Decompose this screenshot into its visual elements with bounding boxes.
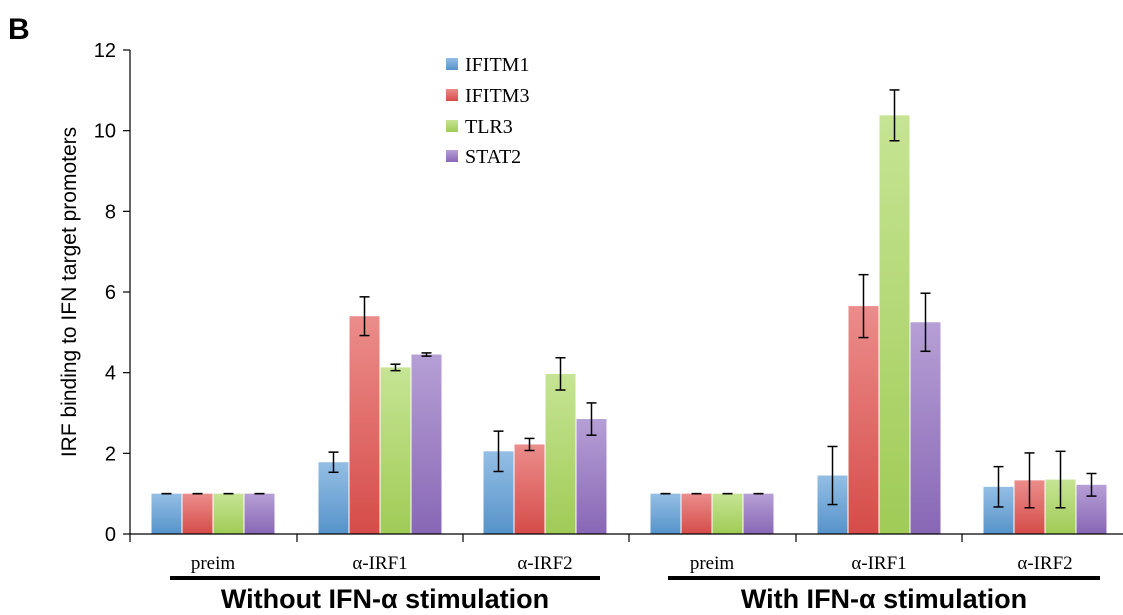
legend-swatch <box>446 120 458 132</box>
bar-tlr3-irf1-1 <box>380 367 411 534</box>
error-bar-ifitm1-2 <box>493 430 504 473</box>
category-label-5: α-IRF2 <box>1017 553 1072 574</box>
category-label-2: α-IRF2 <box>517 553 572 574</box>
error-bar-ifitm3-1 <box>359 296 370 337</box>
bar-ifitm3-preim-3 <box>681 493 712 534</box>
y-tick-label: 0 <box>105 524 116 546</box>
axes-layer: 0 2 4 6 8 10 12 preim α-IRF1 α-IRF2 preim α-IRF1 α-I… <box>94 40 1123 574</box>
error-bar-ifitm1-5 <box>993 465 1004 508</box>
bar-ifitm3-irf1-4 <box>848 306 879 534</box>
y-tick-label: 2 <box>105 443 116 465</box>
error-bar-stat2-1 <box>421 352 432 357</box>
bar-tlr3-preim-3 <box>712 493 743 534</box>
error-bar-ifitm3-5 <box>1024 452 1035 509</box>
legend-item-ifitm3: IFITM3 <box>446 85 529 107</box>
error-bar-tlr3-1 <box>390 363 401 372</box>
y-tick-label: 10 <box>94 121 116 143</box>
bar-ifitm1-irf1-1 <box>318 462 349 534</box>
legend-label: IFITM1 <box>465 54 529 76</box>
y-tick-label: 6 <box>105 282 116 304</box>
legend: IFITM1 IFITM3 TLR3 STAT2 <box>446 54 529 168</box>
category-label-3: preim <box>690 553 735 574</box>
legend-swatch <box>446 150 458 162</box>
bar-ifitm1-preim-3 <box>650 493 681 534</box>
category-label-4: α-IRF1 <box>851 553 906 574</box>
error-bar-tlr3-4 <box>889 89 900 142</box>
bar-ifitm3-irf2-2 <box>514 444 545 534</box>
group-labels: Without IFN-α stimulation With IFN-α stim… <box>170 576 1100 614</box>
bar-tlr3-irf2-2 <box>545 373 576 534</box>
bar-stat2-irf1-4 <box>910 322 941 534</box>
error-bar-stat2-5 <box>1086 472 1097 497</box>
error-bar-ifitm3-4 <box>858 273 869 339</box>
legend-item-ifitm1: IFITM1 <box>446 54 529 76</box>
bar-stat2-irf2-2 <box>576 419 607 534</box>
bars-layer <box>151 89 1107 534</box>
panel-label: B <box>8 13 30 46</box>
category-label-1: α-IRF1 <box>352 553 407 574</box>
bar-stat2-preim-0 <box>244 493 275 534</box>
legend-swatch <box>446 89 458 101</box>
legend-label: IFITM3 <box>465 85 529 107</box>
group-label-1: With IFN-α stimulation <box>741 584 1027 614</box>
legend-swatch <box>446 58 458 70</box>
bar-stat2-preim-3 <box>743 493 774 534</box>
error-bar-ifitm1-4 <box>827 445 838 506</box>
error-bar-stat2-4 <box>920 292 931 353</box>
bar-stat2-irf1-1 <box>411 354 442 534</box>
bar-ifitm3-preim-0 <box>182 493 213 534</box>
error-bar-ifitm3-2 <box>524 437 535 452</box>
legend-item-tlr3: TLR3 <box>446 116 513 138</box>
error-bar-stat2-2 <box>586 402 597 436</box>
bar-tlr3-preim-0 <box>213 493 244 534</box>
legend-label: STAT2 <box>465 146 521 168</box>
legend-label: TLR3 <box>465 116 513 138</box>
error-bar-ifitm1-1 <box>328 451 339 474</box>
error-bar-tlr3-2 <box>555 356 566 391</box>
group-label-0: Without IFN-α stimulation <box>221 584 549 614</box>
y-tick-label: 4 <box>105 363 116 385</box>
bar-tlr3-irf1-4 <box>879 115 910 534</box>
y-tick-label: 8 <box>105 201 116 223</box>
category-label-0: preim <box>191 553 236 574</box>
y-tick-label: 12 <box>94 40 116 62</box>
error-bar-tlr3-5 <box>1055 450 1066 509</box>
bar-ifitm3-irf1-1 <box>349 316 380 534</box>
y-axis-label: IRF binding to IFN target promoters <box>58 127 81 457</box>
legend-item-stat2: STAT2 <box>446 146 521 168</box>
bar-ifitm1-preim-0 <box>151 493 182 534</box>
